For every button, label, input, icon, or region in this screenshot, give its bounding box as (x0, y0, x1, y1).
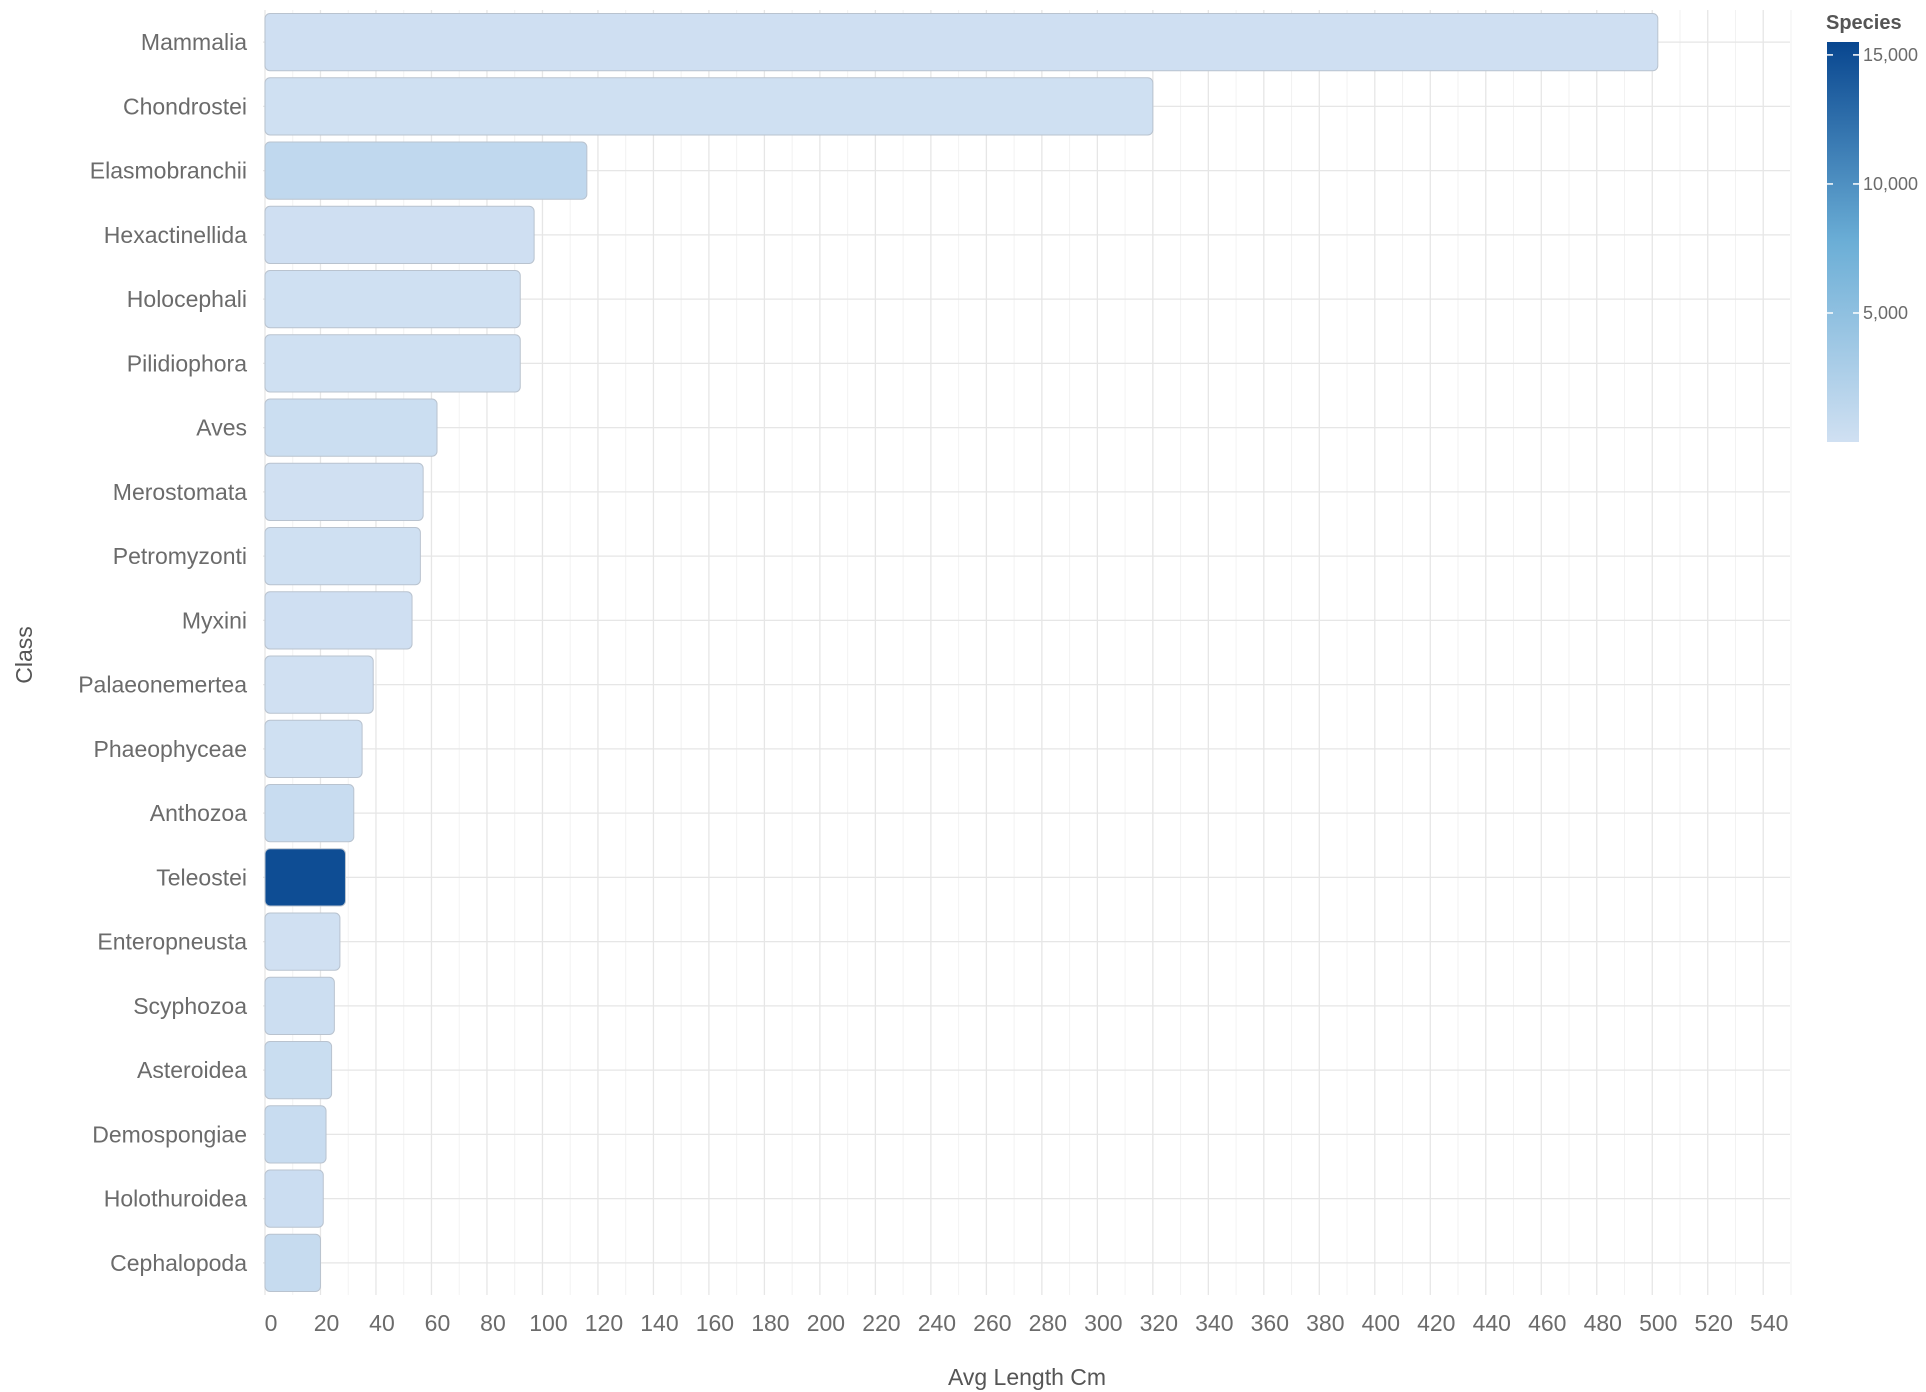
x-tick-label: 60 (425, 1310, 451, 1336)
legend-color-bar (1827, 42, 1859, 442)
x-tick-label: 400 (1362, 1310, 1400, 1336)
x-tick-label: 460 (1528, 1310, 1566, 1336)
bar-petromyzonti (264, 527, 421, 586)
x-tick-label: 40 (369, 1310, 395, 1336)
legend-tick-label: 15,000 (1863, 45, 1918, 65)
x-tick-label: 480 (1584, 1310, 1622, 1336)
x-tick-label: 140 (640, 1310, 678, 1336)
x-tick-label: 500 (1639, 1310, 1677, 1336)
bar-phaeophyceae (264, 719, 363, 778)
y-tick-label: Holothuroidea (104, 1186, 247, 1212)
legend-title: Species (1826, 12, 1902, 34)
x-tick-label: 80 (480, 1310, 506, 1336)
bar-scyphozoa (264, 976, 335, 1035)
y-tick-label: Petromyzonti (113, 543, 247, 569)
y-tick-label: Enteropneusta (97, 929, 247, 955)
grid-lines (263, 10, 1792, 1295)
x-tick-label: 200 (807, 1310, 845, 1336)
bar-anthozoa (264, 784, 355, 843)
y-tick-label: Asteroidea (137, 1057, 247, 1083)
bar-holocephali (264, 270, 521, 329)
y-tick-label: Aves (196, 415, 247, 441)
x-tick-label: 340 (1195, 1310, 1233, 1336)
bar-enteropneusta (264, 912, 341, 971)
y-tick-label: Scyphozoa (133, 993, 247, 1019)
x-tick-label: 240 (918, 1310, 956, 1336)
x-tick-label: 360 (1251, 1310, 1289, 1336)
bar-aves (264, 398, 438, 457)
y-tick-label: Hexactinellida (104, 222, 247, 248)
y-tick-label: Cephalopoda (110, 1250, 247, 1276)
bar-teleostei (264, 848, 346, 907)
x-tick-label: 380 (1306, 1310, 1344, 1336)
y-tick-label: Anthozoa (150, 800, 247, 826)
y-tick-label: Demospongiae (92, 1121, 247, 1147)
x-tick-label: 300 (1084, 1310, 1122, 1336)
y-tick-label: Chondrostei (123, 93, 247, 119)
legend-tick-label: 5,000 (1863, 303, 1908, 323)
bar-mammalia (264, 13, 1659, 72)
x-tick-label: 160 (696, 1310, 734, 1336)
x-tick-label: 0 (265, 1310, 278, 1336)
x-tick-label: 540 (1750, 1310, 1788, 1336)
color-legend: Species 5,000 10,000 15,000 (1826, 12, 1918, 442)
x-tick-label: 260 (973, 1310, 1011, 1336)
x-tick-label: 520 (1695, 1310, 1733, 1336)
y-tick-label: Phaeophyceae (94, 736, 247, 762)
bar-chondrostei (264, 77, 1154, 136)
bar-palaeonemertea (264, 655, 374, 714)
x-tick-label: 180 (751, 1310, 789, 1336)
y-axis-tick-labels: Mammalia Chondrostei Elasmobranchii Hexacti… (78, 29, 247, 1276)
bar-demospongiae (264, 1105, 327, 1164)
x-tick-label: 320 (1140, 1310, 1178, 1336)
y-tick-label: Myxini (182, 607, 247, 633)
bar-cephalopoda (264, 1233, 321, 1292)
y-tick-label: Teleostei (156, 864, 247, 890)
y-tick-label: Merostomata (113, 479, 247, 505)
x-tick-label: 220 (862, 1310, 900, 1336)
x-tick-label: 20 (314, 1310, 340, 1336)
legend-ticks: 5,000 10,000 15,000 (1827, 45, 1918, 323)
bar-merostomata (264, 462, 424, 521)
bar-asteroidea (264, 1041, 333, 1100)
x-axis-title: Avg Length Cm (948, 1364, 1106, 1390)
bar-myxini (264, 591, 413, 650)
x-axis-tick-labels: 0 20 40 60 80 100 120 140 160 180 200 220 240 260 280 3… (265, 1310, 1789, 1336)
x-tick-label: 280 (1029, 1310, 1067, 1336)
x-tick-label: 440 (1473, 1310, 1511, 1336)
x-tick-label: 120 (585, 1310, 623, 1336)
y-axis-title: Class (11, 626, 37, 684)
y-tick-label: Mammalia (141, 29, 247, 55)
x-tick-label: 420 (1417, 1310, 1455, 1336)
x-tick-label: 100 (529, 1310, 567, 1336)
bar-hexactinellida (264, 205, 535, 264)
bar-holothuroidea (264, 1169, 324, 1228)
y-tick-label: Pilidiophora (127, 350, 247, 376)
bar-elasmobranchii (264, 141, 588, 200)
legend-tick-label: 10,000 (1863, 174, 1918, 194)
bars (264, 13, 1659, 1292)
y-tick-label: Elasmobranchii (90, 158, 247, 184)
y-tick-label: Palaeonemertea (78, 672, 247, 698)
bar-pilidiophora (264, 334, 521, 393)
y-tick-label: Holocephali (127, 286, 247, 312)
